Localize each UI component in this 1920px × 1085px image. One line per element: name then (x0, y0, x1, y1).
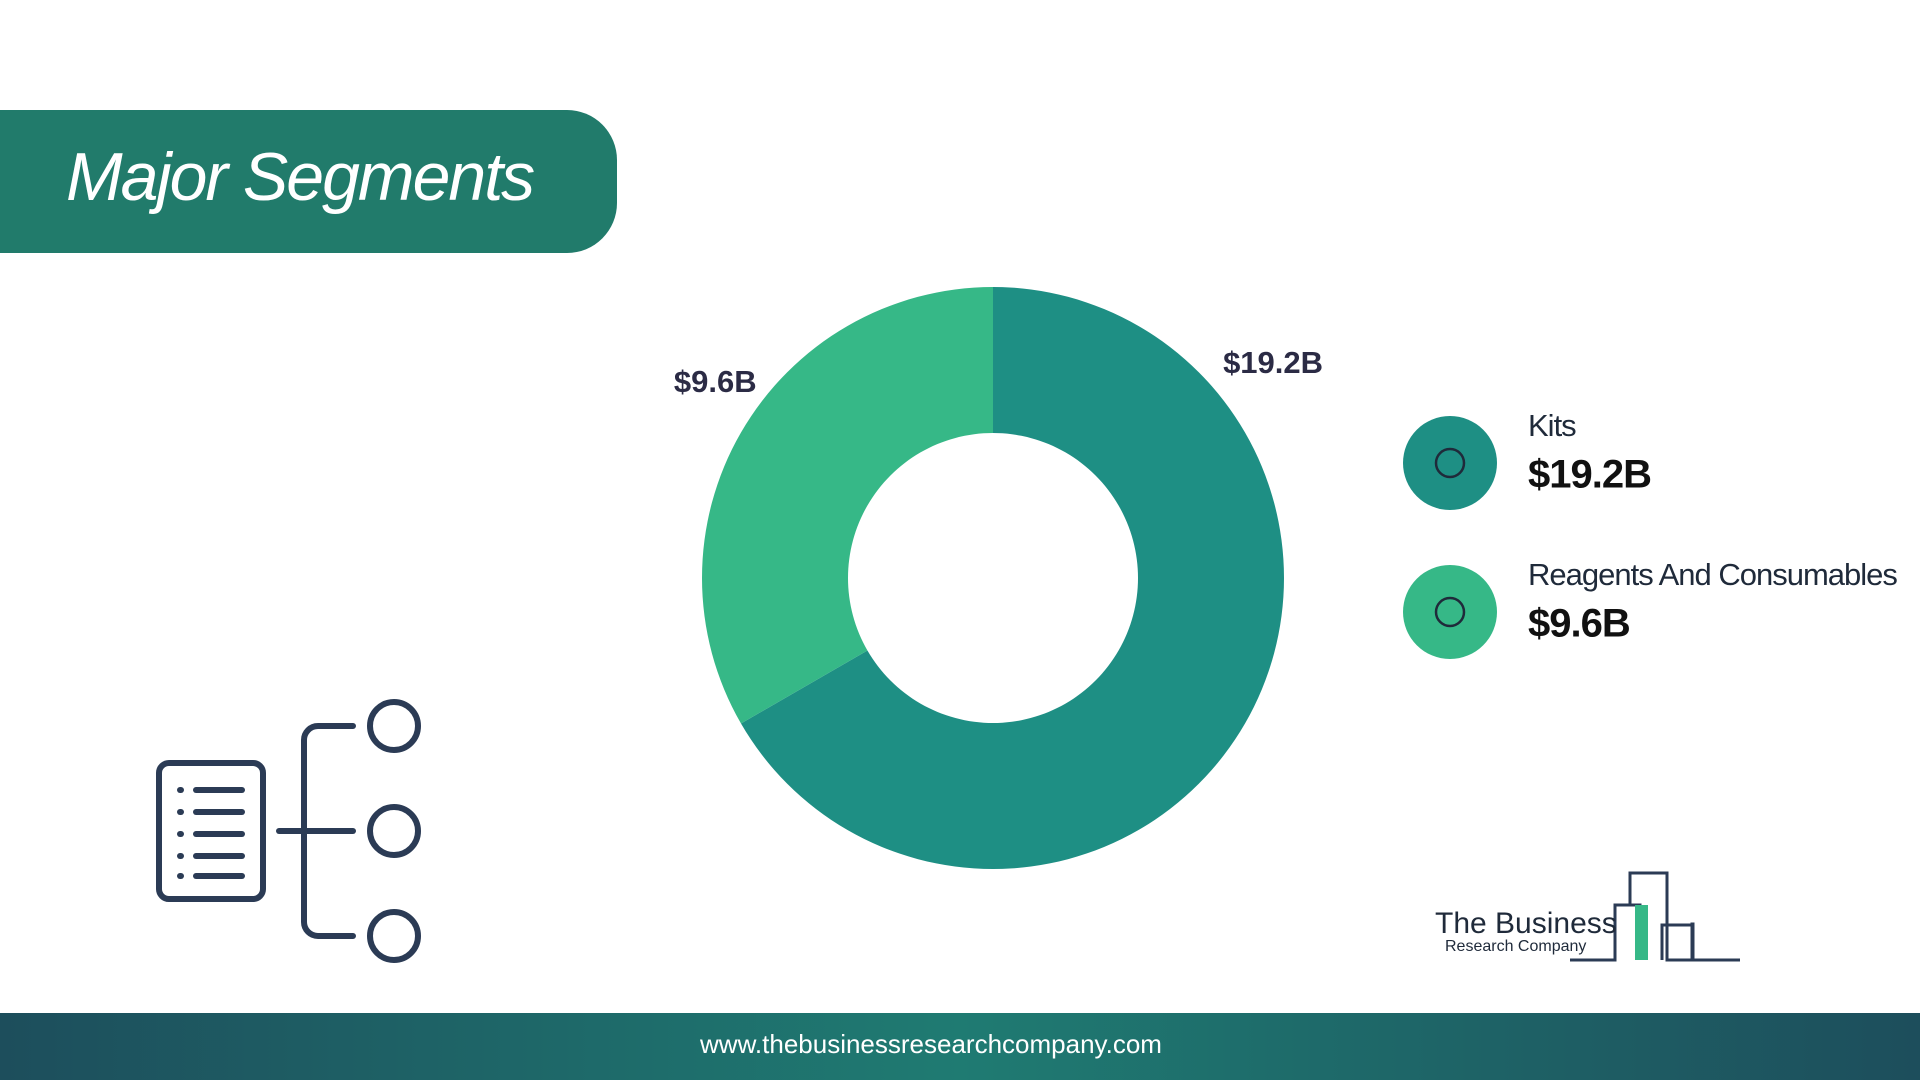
logo-name: The Business (1435, 907, 1617, 940)
chart-title: Major Segments (66, 139, 534, 215)
legend-icon (1434, 447, 1466, 479)
logo-subname: Research Company (1445, 938, 1586, 955)
title-banner (0, 110, 617, 253)
donut-slice (702, 287, 993, 724)
legend-swatch (1403, 565, 1497, 659)
donut-slice (740, 287, 1284, 869)
logo-mark (1570, 871, 1740, 962)
subtitle-box (78, 328, 538, 448)
legend-value: $19.2B (1528, 453, 1651, 497)
footer-band (0, 1013, 1920, 1080)
legend-swatch (1403, 416, 1497, 510)
legend-label: Reagents And Consumables (1528, 557, 1897, 592)
footer-url: www.thebusinessresearchcompany.com (699, 1029, 1162, 1059)
legend-label: Kits (1528, 408, 1576, 443)
legend-icon (1434, 596, 1466, 628)
legend-value: $9.6B (1528, 602, 1630, 646)
segments-icon (156, 699, 421, 963)
data-label: $19.2B (1223, 345, 1323, 380)
data-label: $9.6B (674, 364, 757, 399)
